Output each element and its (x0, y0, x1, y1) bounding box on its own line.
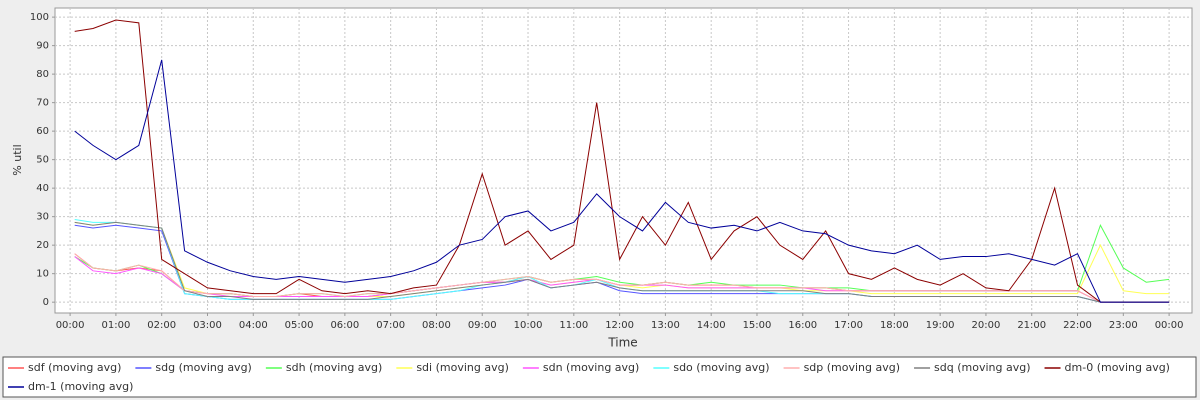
x-tick-label: 09:00 (468, 320, 497, 331)
y-axis-label: % util (11, 144, 24, 175)
legend-label: sdn (moving avg) (543, 361, 639, 374)
x-tick-label: 23:00 (1109, 320, 1138, 331)
x-tick-label: 18:00 (880, 320, 909, 331)
x-tick-label: 20:00 (972, 320, 1001, 331)
y-tick-label: 20 (36, 240, 49, 251)
y-tick-label: 60 (36, 126, 49, 137)
legend-label: sdo (moving avg) (673, 361, 769, 374)
x-axis-label: Time (607, 336, 637, 350)
series-line (74, 221, 1170, 303)
x-tick-label: 00:00 (1155, 320, 1184, 331)
x-tick-label: 01:00 (101, 320, 130, 331)
x-tick-label: 15:00 (743, 320, 772, 331)
y-tick-label: 100 (30, 12, 49, 23)
x-tick-label: 17:00 (834, 320, 863, 331)
x-tick-label: 05:00 (285, 320, 314, 331)
x-tick-label: 02:00 (147, 320, 176, 331)
y-tick-label: 50 (36, 155, 49, 166)
x-tick-label: 03:00 (193, 320, 222, 331)
legend-label: sdf (moving avg) (28, 361, 121, 374)
x-tick-label: 06:00 (330, 320, 359, 331)
x-tick-label: 13:00 (651, 320, 680, 331)
legend-label: sdg (moving avg) (155, 361, 251, 374)
y-tick-label: 70 (36, 98, 49, 109)
x-tick-label: 07:00 (376, 320, 405, 331)
x-tick-label: 14:00 (697, 320, 726, 331)
legend-label: sdp (moving avg) (804, 361, 900, 374)
x-tick-label: 16:00 (788, 320, 817, 331)
series-line (74, 59, 1170, 303)
x-tick-label: 11:00 (559, 320, 588, 331)
x-tick-label: 08:00 (422, 320, 451, 331)
x-tick-label: 00:00 (56, 320, 85, 331)
y-tick-label: 10 (36, 269, 49, 280)
x-tick-label: 21:00 (1017, 320, 1046, 331)
y-tick-label: 90 (36, 41, 49, 52)
y-tick-label: 30 (36, 212, 49, 223)
legend (2, 356, 1197, 398)
y-tick-label: 40 (36, 183, 49, 194)
y-tick-label: 80 (36, 69, 49, 80)
x-tick-label: 04:00 (239, 320, 268, 331)
x-tick-label: 12:00 (605, 320, 634, 331)
legend-label: sdq (moving avg) (934, 361, 1030, 374)
legend-label: dm-1 (moving avg) (28, 380, 133, 393)
legend-label: dm-0 (moving avg) (1065, 361, 1170, 374)
series-line (74, 19, 1170, 303)
legend-label: sdi (moving avg) (416, 361, 509, 374)
plot-area (54, 7, 1193, 314)
x-tick-label: 22:00 (1063, 320, 1092, 331)
x-tick-label: 19:00 (926, 320, 955, 331)
series-line (74, 253, 1170, 303)
y-tick-label: 0 (43, 297, 49, 308)
x-tick-label: 10:00 (514, 320, 543, 331)
legend-label: sdh (moving avg) (286, 361, 382, 374)
